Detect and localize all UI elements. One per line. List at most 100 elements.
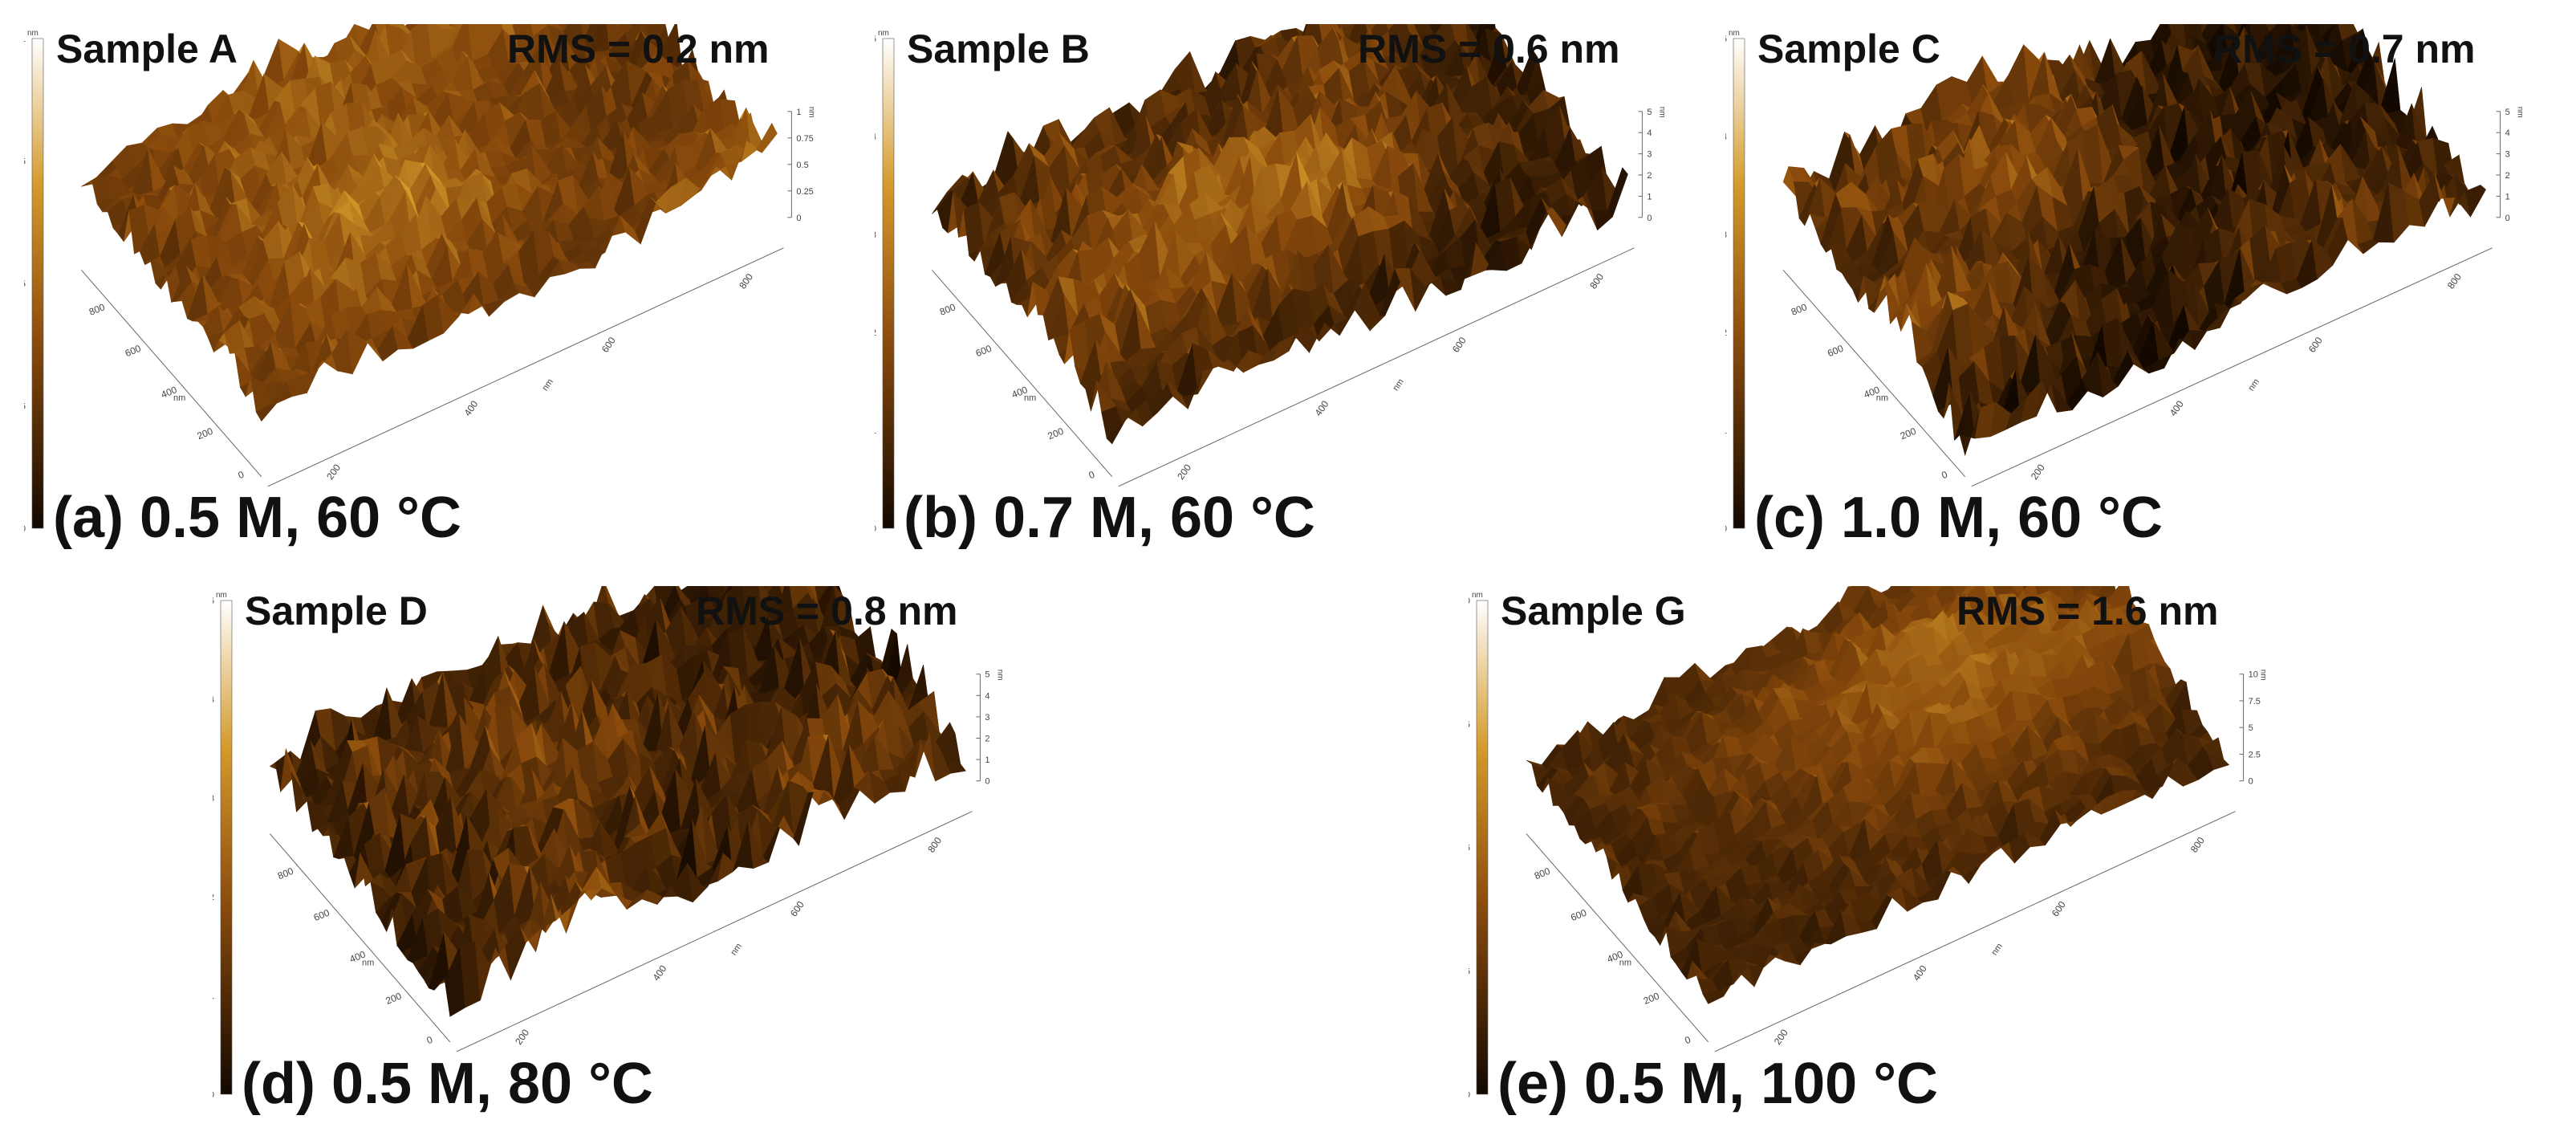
z-axis-tick-label: 3 (2505, 150, 2510, 160)
y-axis-unit-label: nm (1391, 377, 1406, 393)
colorbar-tick-label: 5 (1725, 35, 1727, 44)
x-axis-tick-label: 600 (312, 907, 331, 924)
colorbar-unit-label: nm (878, 29, 889, 38)
x-axis-tick-label: 800 (276, 865, 295, 882)
panel-b: nm5432108006004002000nm200400600800nm543… (875, 24, 1693, 554)
colorbar-tick-label: 0 (213, 1090, 214, 1100)
x-axis-tick-label: 0 (425, 1034, 435, 1047)
panel-caption: (a) 0.5 M, 60 °C (53, 486, 461, 550)
z-axis-unit-label: nm (1657, 107, 1666, 118)
colorbar-tick-label: 0.25 (24, 402, 26, 412)
y-axis-tick-label: 400 (1911, 963, 1929, 983)
axes (1526, 674, 2245, 1052)
z-axis-tick-label: 5 (985, 670, 989, 680)
colorbar-tick-label: 2 (1725, 328, 1727, 338)
colorbar-tick-label: 5 (213, 596, 214, 606)
y-axis-tick-label: 400 (2168, 398, 2186, 418)
colorbar (31, 38, 44, 529)
colorbar-tick-label: 2 (213, 893, 214, 902)
z-axis-tick-label: 0 (796, 214, 801, 223)
z-axis-tick-label: 2.5 (2249, 750, 2261, 759)
colorbar (220, 600, 233, 1095)
z-axis-tick-label: 7.5 (2249, 697, 2261, 706)
z-axis-tick-label: 0 (1647, 214, 1652, 223)
x-axis-unit-label: nm (1876, 393, 1888, 403)
y-axis-tick-label: 400 (462, 398, 481, 418)
colorbar (882, 38, 895, 529)
x-axis-unit-label: nm (173, 393, 185, 403)
y-axis-tick-label: 600 (599, 335, 618, 355)
y-axis-tick-label: 600 (788, 899, 807, 919)
x-axis-tick-label: 0 (1087, 469, 1097, 482)
panel-d: nm5432108006004002000nm200400600800nm543… (213, 586, 1031, 1120)
colorbar (1733, 38, 1745, 529)
x-axis-tick-label: 200 (384, 990, 404, 1007)
x-axis-tick-label: 600 (124, 343, 143, 360)
afm-surface-plot: nm5432108006004002000nm200400600800nm543… (213, 586, 1004, 1100)
z-axis-unit-label: nm (995, 670, 1004, 681)
rms-label: RMS = 0.6 nm (1358, 26, 1620, 71)
y-axis-unit-label: nm (2246, 377, 2261, 393)
afm-surface-plot: nm10.750.50.2508006004002000nm2004006008… (24, 24, 815, 534)
colorbar-tick-label: 0 (1469, 1090, 1470, 1100)
colorbar-tick-label: 5 (1469, 844, 1470, 853)
colorbar-tick-label: 10 (1469, 596, 1470, 606)
y-axis-unit-label: nm (540, 377, 555, 393)
y-axis-tick-label: 200 (2029, 462, 2047, 482)
colorbar-unit-label: nm (1729, 29, 1740, 38)
y-axis-tick-label: 400 (651, 963, 669, 983)
colorbar-tick-label: 2 (875, 328, 876, 338)
x-axis-tick-label: 200 (1899, 425, 1918, 442)
colorbar-tick-label: 0 (24, 524, 26, 534)
rms-label: RMS = 0.2 nm (507, 26, 770, 71)
afm-surface-plot: nm107.552.508006004002000nm200400600800n… (1469, 586, 2268, 1100)
y-axis-tick-label: 600 (2306, 335, 2325, 355)
z-axis-tick-label: 4 (985, 691, 989, 701)
axes (270, 674, 981, 1052)
z-axis-tick-label: 1 (796, 108, 801, 117)
x-axis-tick-label: 800 (87, 301, 107, 318)
panel-caption: (c) 1.0 M, 60 °C (1754, 486, 2163, 550)
x-axis-tick-label: 800 (938, 301, 957, 318)
afm-topography-surface (1782, 24, 2486, 457)
y-axis-tick-label: 200 (1772, 1027, 1790, 1047)
y-axis-tick-label: 800 (2188, 835, 2207, 855)
x-axis-tick-label: 200 (1046, 425, 1066, 442)
afm-surface-plot: nm5432108006004002000nm200400600800nm543… (1725, 24, 2525, 534)
panel-caption: (e) 0.5 M, 100 °C (1497, 1052, 1938, 1116)
colorbar-tick-label: 0 (1725, 524, 1727, 534)
y-axis-tick-label: 400 (1313, 398, 1331, 418)
colorbar-tick-label: 0.75 (24, 157, 26, 167)
colorbar-tick-label: 1 (213, 991, 214, 1001)
panel-a: nm10.750.50.2508006004002000nm2004006008… (24, 24, 843, 554)
colorbar-tick-label: 1 (875, 426, 876, 436)
z-axis-tick-label: 0 (2505, 214, 2510, 223)
y-axis-unit-label: nm (1989, 942, 2005, 957)
panel-caption: (d) 0.5 M, 80 °C (242, 1052, 653, 1116)
z-axis-unit-label: nm (2259, 670, 2268, 681)
y-axis-tick-label: 800 (2445, 271, 2464, 291)
afm-surface-plot: nm5432108006004002000nm200400600800nm543… (875, 24, 1666, 534)
z-axis-tick-label: 2 (1647, 171, 1652, 181)
axes (932, 111, 1643, 487)
colorbar-tick-label: 0.5 (24, 279, 26, 289)
colorbar-tick-label: 7.5 (1469, 720, 1470, 730)
x-axis-tick-label: 0 (1683, 1034, 1692, 1047)
colorbar (1476, 600, 1489, 1095)
axes (1782, 111, 2501, 487)
y-axis-tick-label: 600 (2050, 899, 2068, 919)
z-axis-tick-label: 5 (2505, 108, 2510, 117)
z-axis-tick-label: 2 (2505, 171, 2510, 181)
z-axis-tick-label: 5 (1647, 108, 1652, 117)
afm-topography-surface (932, 24, 1628, 445)
colorbar-tick-label: 3 (875, 230, 876, 240)
panel-caption: (b) 0.7 M, 60 °C (904, 486, 1315, 550)
colorbar-tick-label: 4 (875, 132, 876, 142)
colorbar-tick-label: 1 (24, 35, 26, 44)
y-axis-unit-label: nm (729, 942, 744, 957)
x-axis-unit-label: nm (362, 958, 374, 967)
afm-topography-surface (81, 24, 778, 422)
afm-topography-surface (269, 586, 966, 1017)
x-axis-tick-label: 0 (1940, 469, 1949, 482)
z-axis-tick-label: 5 (2249, 723, 2253, 733)
